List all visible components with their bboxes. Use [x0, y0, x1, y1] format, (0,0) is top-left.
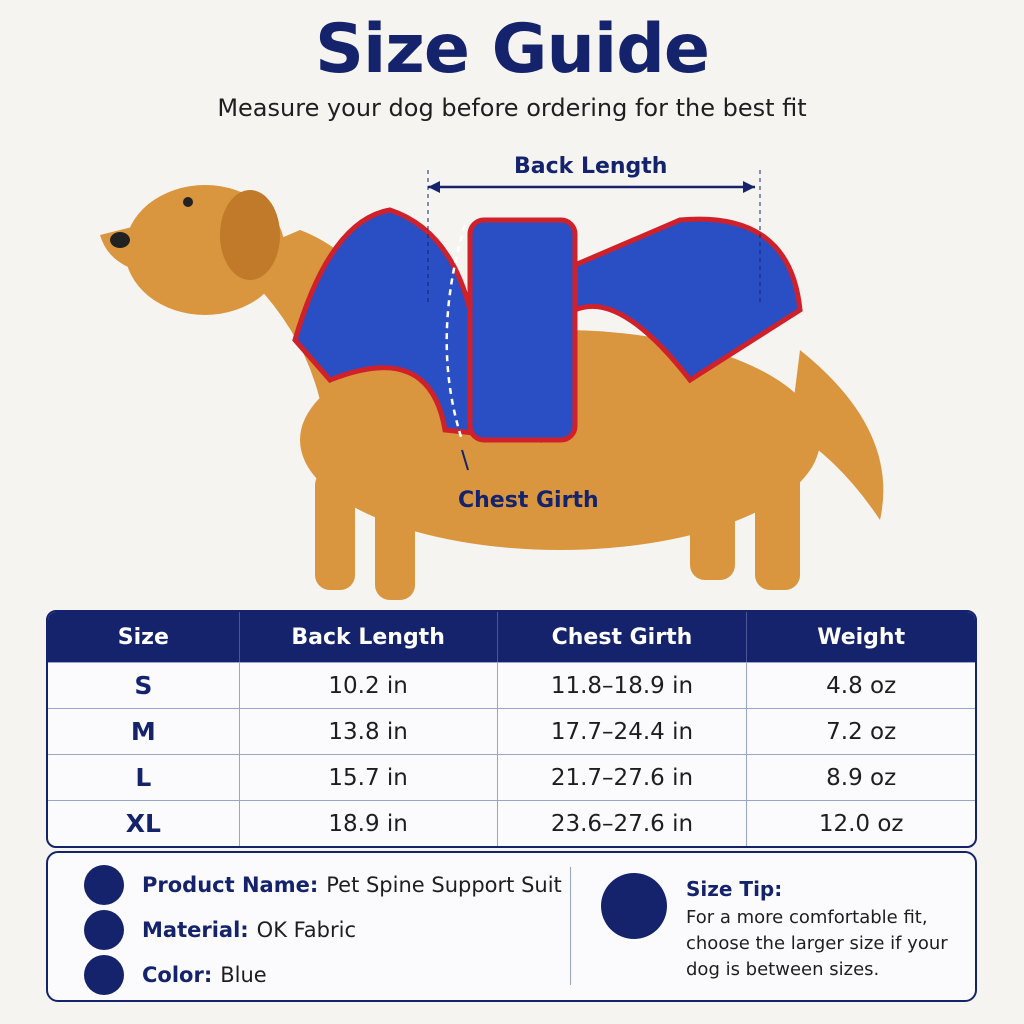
- table-row: L 15.7 in 21.7–27.6 in 8.9 oz: [48, 754, 975, 800]
- divider: [570, 867, 571, 985]
- bulb-icon: [601, 873, 667, 939]
- info-label: Material:: [142, 918, 249, 942]
- size-table: Size Back Length Chest Girth Weight S 10.2 i…: [46, 610, 977, 848]
- size-cell: M: [48, 708, 239, 754]
- chest-girth-label: Chest Girth: [458, 488, 599, 513]
- table-cell: 11.8–18.9 in: [496, 662, 747, 708]
- size-cell: XL: [48, 800, 239, 846]
- table-row: S 10.2 in 11.8–18.9 in 4.8 oz: [48, 662, 975, 708]
- info-label: Color:: [142, 963, 213, 987]
- table-row: XL 18.9 in 23.6–27.6 in 12.0 oz: [48, 800, 975, 846]
- column-header: Chest Girth: [496, 612, 747, 662]
- table-body: S 10.2 in 11.8–18.9 in 4.8 oz M 13.8 in 17.7–2…: [48, 662, 975, 846]
- column-header: Weight: [746, 612, 975, 662]
- tip-text: For a more comfortable fit, choose the l…: [686, 907, 948, 980]
- size-cell: S: [48, 662, 239, 708]
- info-label: Product Name:: [142, 873, 319, 897]
- info-item: Color: Blue: [84, 955, 267, 995]
- table-cell: 7.2 oz: [746, 708, 975, 754]
- column-header: Back Length: [238, 612, 497, 662]
- info-value: OK Fabric: [256, 918, 357, 942]
- info-icon: [84, 910, 124, 950]
- info-item: Material: OK Fabric: [84, 910, 356, 950]
- table-cell: 12.0 oz: [746, 800, 975, 846]
- info-item: Product Name: Pet Spine Support Suit: [84, 865, 562, 905]
- info-value: Blue: [220, 963, 267, 987]
- size-cell: L: [48, 754, 239, 800]
- info-icon: [84, 955, 124, 995]
- table-cell: 17.7–24.4 in: [496, 708, 747, 754]
- table-row: M 13.8 in 17.7–24.4 in 7.2 oz: [48, 708, 975, 754]
- table-cell: 15.7 in: [238, 754, 497, 800]
- header-row: Size Back Length Chest Girth Weight: [48, 612, 975, 662]
- info-box: Product Name: Pet Spine Support Suit Mater…: [46, 851, 977, 1002]
- table-cell: 8.9 oz: [746, 754, 975, 800]
- info-value: Pet Spine Support Suit: [326, 873, 562, 897]
- title: Size Guide: [315, 10, 710, 89]
- dog-illustration: [100, 170, 884, 600]
- table-cell: 10.2 in: [238, 662, 497, 708]
- table-cell: 13.8 in: [238, 708, 497, 754]
- back-length-label: Back Length: [514, 154, 668, 179]
- table-cell: 23.6–27.6 in: [496, 800, 747, 846]
- tip-title: Size Tip:: [686, 877, 783, 901]
- column-header: Size: [48, 612, 239, 662]
- subtitle: Measure your dog before ordering for the…: [217, 94, 807, 122]
- info-icon: [84, 865, 124, 905]
- table-cell: 18.9 in: [238, 800, 497, 846]
- table-cell: 4.8 oz: [746, 662, 975, 708]
- table-cell: 21.7–27.6 in: [496, 754, 747, 800]
